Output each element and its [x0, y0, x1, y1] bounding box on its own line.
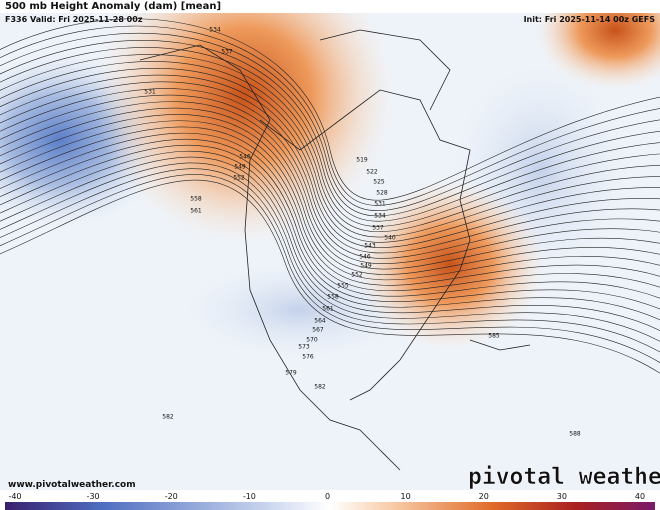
contour-line [0, 126, 660, 286]
contour-label: 558 [327, 294, 339, 301]
website: www.pivotalweather.com [8, 480, 136, 490]
contour-line [0, 162, 660, 342]
contour-label: 561 [190, 208, 202, 215]
contour-label: 579 [285, 370, 297, 377]
init-time: Init: Fri 2025-11-14 00z GEFS [524, 15, 656, 24]
contours [0, 18, 660, 374]
contour-line [0, 88, 660, 254]
contour-label: 531 [144, 89, 156, 96]
contour-line [0, 174, 660, 364]
contour-label: 573 [298, 344, 310, 351]
contour-line [0, 132, 660, 292]
map [0, 13, 660, 490]
contour-label: 576 [302, 354, 314, 361]
anomaly-positive [95, 13, 395, 245]
contour-label: 561 [322, 306, 334, 313]
contour-label: 540 [384, 235, 396, 242]
colorbar-tick-label: 20 [479, 492, 489, 501]
contour-line [0, 114, 660, 275]
contour-labels: 534 537 531 546 549 552 558 561 519 522 … [144, 27, 581, 438]
contour-line [0, 150, 660, 321]
contour-label: 549 [234, 164, 246, 171]
contour-label: 570 [306, 337, 318, 344]
contour-label: 519 [356, 157, 368, 164]
contour-label: 564 [314, 318, 326, 325]
contour-label: 537 [372, 225, 384, 232]
contour-line [0, 94, 660, 259]
contour-label: 534 [209, 27, 221, 34]
contour-line [0, 179, 660, 374]
colorbar-tick-label: -10 [243, 492, 256, 501]
contour-line [0, 120, 660, 281]
contour-line [0, 156, 660, 331]
contour-line [0, 61, 660, 233]
contour-label: 558 [190, 196, 202, 203]
contour-line [0, 25, 660, 206]
logo: pivotal weather [468, 464, 660, 490]
colorbar-tick-label: 30 [557, 492, 567, 501]
contour-label: 582 [162, 414, 174, 421]
colorbar-tick-label: -20 [165, 492, 178, 501]
contour-label: 588 [569, 431, 581, 438]
contour-label: 534 [374, 213, 386, 220]
contour-line [0, 47, 660, 222]
contour-line [0, 40, 660, 217]
colorbar-tick-label: 0 [325, 492, 330, 501]
colorbar-tick-label: -30 [87, 492, 100, 501]
colorbar-ticks: -40 -30 -20 -10 0 10 20 30 40 [8, 492, 645, 501]
anomaly-positive [535, 13, 660, 90]
contour-label: 546 [359, 254, 371, 261]
coastline [139, 29, 531, 471]
valid-time: F336 Valid: Fri 2025-11-28 00z [5, 15, 143, 24]
title: 500 mb Height Anomaly (dam) [mean] [5, 1, 221, 12]
colorbar-tick-label: -40 [8, 492, 21, 501]
contour-line [0, 54, 660, 227]
contour-label: 552 [351, 272, 363, 279]
contour-label: 537 [221, 49, 233, 56]
contour-label: 525 [373, 179, 385, 186]
contour-label: 555 [337, 283, 349, 290]
contour-label: 522 [366, 169, 378, 176]
contour-line [0, 138, 660, 299]
contour-line [0, 107, 660, 270]
contour-line [0, 144, 660, 310]
contour-line [0, 32, 660, 211]
contour-label: 582 [314, 384, 326, 391]
contour-label: 528 [376, 190, 388, 197]
contour-line [0, 81, 660, 248]
contour-line [0, 18, 660, 201]
contour-label: 531 [374, 201, 386, 208]
colorbar-tick-label: 10 [401, 492, 411, 501]
contour-label: 543 [364, 243, 376, 250]
contour-label: 549 [360, 263, 372, 270]
contour-line [0, 68, 660, 238]
contour-label: 546 [239, 154, 251, 161]
contour-label: 585 [488, 333, 500, 340]
contour-label: 567 [312, 327, 324, 334]
contour-line [0, 168, 660, 353]
contour-line [0, 74, 660, 243]
colorbar [5, 502, 655, 510]
contour-line [0, 101, 660, 264]
contour-label: 552 [233, 175, 245, 182]
colorbar-tick-label: 40 [635, 492, 645, 501]
